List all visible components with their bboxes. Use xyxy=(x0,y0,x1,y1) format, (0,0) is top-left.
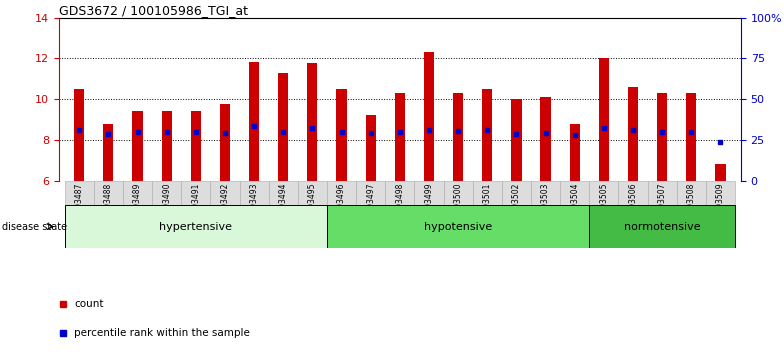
Bar xyxy=(415,181,444,205)
Text: count: count xyxy=(74,299,104,309)
Bar xyxy=(482,89,492,181)
Text: percentile rank within the sample: percentile rank within the sample xyxy=(74,328,250,338)
Bar xyxy=(590,181,619,205)
Text: GSM493493: GSM493493 xyxy=(249,183,259,229)
Bar xyxy=(123,181,152,205)
Text: GSM493506: GSM493506 xyxy=(629,183,637,229)
Bar xyxy=(531,181,560,205)
Text: GSM493499: GSM493499 xyxy=(424,183,434,229)
Bar xyxy=(648,181,677,205)
Bar xyxy=(298,181,327,205)
Text: hypotensive: hypotensive xyxy=(424,222,492,232)
Bar xyxy=(249,62,260,181)
Text: GSM493489: GSM493489 xyxy=(133,183,142,229)
Text: GSM493502: GSM493502 xyxy=(512,183,521,229)
Bar xyxy=(307,63,318,181)
Bar xyxy=(444,181,473,205)
Text: GSM493503: GSM493503 xyxy=(541,183,550,229)
Bar xyxy=(686,93,696,181)
Bar xyxy=(365,115,376,181)
Text: GSM493497: GSM493497 xyxy=(366,183,376,229)
Text: GSM493501: GSM493501 xyxy=(483,183,492,229)
Bar xyxy=(220,104,230,181)
Bar xyxy=(327,205,590,248)
Bar xyxy=(424,52,434,181)
Text: GSM493494: GSM493494 xyxy=(279,183,288,229)
Bar xyxy=(240,181,269,205)
Bar xyxy=(706,181,735,205)
Text: disease state: disease state xyxy=(2,222,67,232)
Text: GSM493498: GSM493498 xyxy=(395,183,405,229)
Bar xyxy=(677,181,706,205)
Text: GSM493504: GSM493504 xyxy=(570,183,579,229)
Bar xyxy=(560,181,590,205)
Bar xyxy=(619,181,648,205)
Text: hypertensive: hypertensive xyxy=(159,222,232,232)
Bar xyxy=(191,111,201,181)
Text: GSM493490: GSM493490 xyxy=(162,183,171,229)
Bar xyxy=(210,181,240,205)
Text: GSM493508: GSM493508 xyxy=(687,183,696,229)
Bar xyxy=(502,181,531,205)
Bar xyxy=(590,205,735,248)
Text: normotensive: normotensive xyxy=(624,222,700,232)
Bar xyxy=(385,181,415,205)
Bar xyxy=(278,73,289,181)
Bar xyxy=(473,181,502,205)
Bar xyxy=(570,124,580,181)
Bar xyxy=(657,93,667,181)
Bar xyxy=(453,93,463,181)
Text: GSM493491: GSM493491 xyxy=(191,183,200,229)
Bar xyxy=(540,97,550,181)
Bar xyxy=(269,181,298,205)
Bar xyxy=(64,205,327,248)
Bar xyxy=(327,181,356,205)
Bar xyxy=(103,124,114,181)
Bar xyxy=(181,181,210,205)
Text: GDS3672 / 100105986_TGI_at: GDS3672 / 100105986_TGI_at xyxy=(59,4,248,17)
Text: GSM493487: GSM493487 xyxy=(74,183,84,229)
Text: GSM493505: GSM493505 xyxy=(600,183,608,229)
Bar xyxy=(715,164,725,181)
Text: GSM493509: GSM493509 xyxy=(716,183,725,229)
Bar xyxy=(94,181,123,205)
Text: GSM493495: GSM493495 xyxy=(308,183,317,229)
Bar xyxy=(394,93,405,181)
Bar xyxy=(511,99,521,181)
Bar xyxy=(628,87,638,181)
Bar xyxy=(152,181,181,205)
Text: GSM493496: GSM493496 xyxy=(337,183,346,229)
Bar xyxy=(356,181,385,205)
Bar xyxy=(64,181,94,205)
Bar xyxy=(74,89,85,181)
Text: GSM493500: GSM493500 xyxy=(454,183,463,229)
Text: GSM493492: GSM493492 xyxy=(220,183,230,229)
Bar xyxy=(132,111,143,181)
Text: GSM493507: GSM493507 xyxy=(658,183,666,229)
Bar xyxy=(599,58,609,181)
Bar xyxy=(336,89,347,181)
Text: GSM493488: GSM493488 xyxy=(103,183,113,229)
Bar xyxy=(162,111,172,181)
